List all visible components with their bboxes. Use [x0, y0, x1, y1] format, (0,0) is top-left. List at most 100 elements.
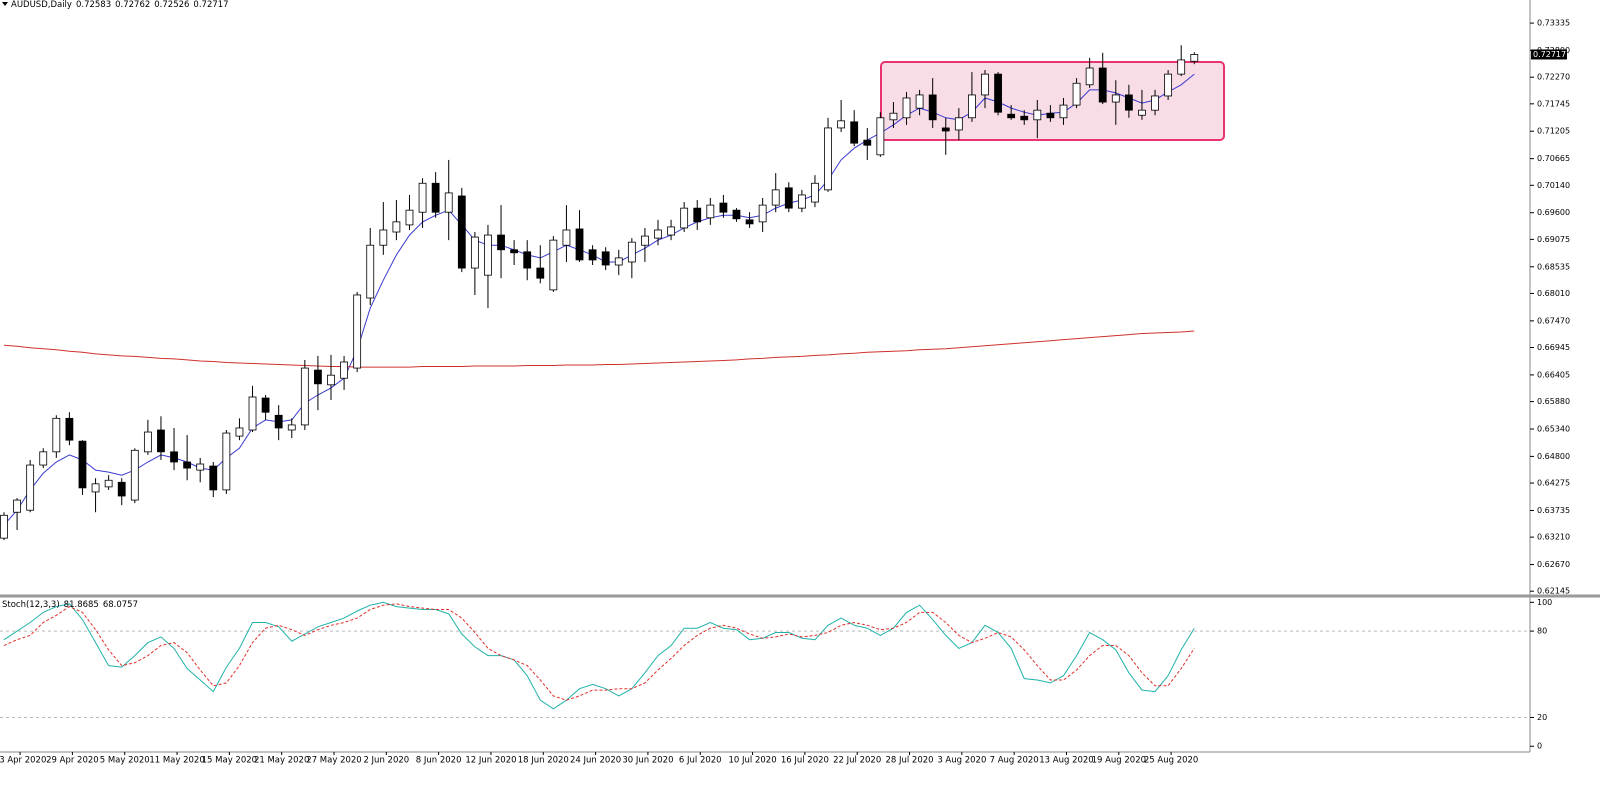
candle-body: [418, 182, 427, 213]
candle-body: [510, 249, 519, 254]
candle-body: [470, 236, 479, 269]
x-tick-label: 28 Jul 2020: [885, 756, 933, 766]
y-tick-label: 0.70665: [1537, 154, 1570, 163]
candle-body: [1124, 94, 1133, 111]
candle-body: [641, 235, 649, 246]
candle-body: [457, 195, 466, 269]
current-price-label: 0.72717: [1533, 50, 1566, 59]
candle-body: [954, 117, 963, 131]
candle-body: [732, 209, 741, 220]
candle-body: [1020, 115, 1029, 121]
x-tick-label: 3 Aug 2020: [937, 756, 986, 766]
y-tick-label: 0.66945: [1537, 343, 1570, 352]
x-tick-label: 30 Jun 2020: [622, 756, 673, 766]
x-tick-label: 16 Jul 2020: [781, 756, 829, 766]
header-open: 0.72583: [76, 0, 111, 10]
candle-body: [1111, 94, 1120, 103]
candle-body: [575, 228, 584, 261]
candle-body: [340, 361, 348, 379]
y-tick-label: 0.64800: [1537, 452, 1570, 461]
candle-body: [1151, 95, 1159, 111]
x-tick-label: 11 May 2020: [149, 756, 204, 766]
x-tick-label: 21 May 2020: [254, 756, 309, 766]
candle-body: [392, 221, 401, 233]
x-tick-label: 7 Aug 2020: [990, 756, 1039, 766]
candle-body: [889, 112, 898, 121]
candle-body: [811, 182, 819, 203]
y-tick-label: 0: [1537, 742, 1542, 751]
y-tick-label: 0.69600: [1537, 208, 1570, 217]
y-tick-label: 0.68010: [1537, 289, 1570, 298]
x-tick-label: 12 Jun 2020: [465, 756, 516, 766]
candle-body: [405, 209, 414, 226]
candle-body: [928, 94, 937, 121]
candle-body: [366, 244, 375, 299]
candle-body: [902, 97, 911, 119]
candle-body: [850, 121, 859, 144]
candle-body: [65, 417, 74, 441]
header-high: 0.72762: [115, 0, 150, 10]
candle-body: [1098, 67, 1107, 103]
candle-body: [52, 417, 61, 453]
y-tick-label: 0.62145: [1537, 587, 1570, 596]
stoch-line: [3, 601, 1195, 710]
candle-body: [1138, 109, 1146, 116]
candle-body: [353, 294, 362, 369]
candle-body: [26, 464, 35, 511]
candle-body: [562, 229, 571, 246]
y-tick-label: 0.68535: [1537, 262, 1570, 271]
candle-body: [287, 424, 296, 431]
y-tick-label: 20: [1537, 713, 1547, 722]
candle-body: [183, 461, 192, 469]
candle-body: [327, 374, 335, 386]
y-tick-label: 0.66405: [1537, 370, 1570, 379]
current-price-box: [1531, 49, 1567, 60]
header-low: 0.72526: [154, 0, 189, 10]
candle-body: [91, 483, 100, 493]
candle-body: [157, 429, 165, 453]
y-tick-label: 0.72270: [1537, 73, 1570, 82]
x-tick-label: 13 Aug 2020: [1039, 756, 1093, 766]
candle-body: [431, 182, 440, 213]
candle-body: [1033, 109, 1042, 121]
x-tick-label: 25 Aug 2020: [1144, 756, 1198, 766]
x-tick-label: 5 May 2020: [100, 756, 150, 766]
candle-body: [1085, 67, 1094, 86]
candle-body: [1072, 82, 1081, 106]
candle-body: [484, 234, 492, 276]
candle-body: [719, 202, 728, 213]
candle-body: [941, 127, 950, 132]
y-tick-label: 0.73335: [1537, 19, 1570, 28]
candle-body: [745, 219, 754, 225]
x-tick-label: 19 Aug 2020: [1092, 756, 1146, 766]
y-tick-label: 0.63735: [1537, 506, 1570, 515]
y-tick-label: 80: [1537, 627, 1547, 636]
x-tick-label: 24 Jun 2020: [570, 756, 621, 766]
indicator-value: 68.0757: [103, 600, 138, 610]
indicator-header: Stoch(12,3,3) 81.8685 68.0757: [2, 600, 138, 610]
y-tick-label: 0.64275: [1537, 479, 1570, 488]
x-tick-label: 23 Apr 2020: [0, 756, 46, 766]
header-arrow: [2, 2, 8, 6]
moving-average: [3, 73, 1195, 526]
y-tick-label: 0.71745: [1537, 99, 1570, 108]
candle-body: [706, 204, 715, 219]
candle-body: [824, 127, 832, 191]
x-tick-label: 10 Jul 2020: [729, 756, 777, 766]
candle-body: [771, 189, 780, 206]
candle-body: [104, 479, 113, 488]
candle-body: [261, 397, 270, 413]
x-tick-label: 6 Jul 2020: [679, 756, 722, 766]
candle-body: [0, 514, 8, 539]
candle-body: [667, 226, 675, 236]
header-close: 0.72717: [193, 0, 228, 10]
x-tick-label: 15 May 2020: [202, 756, 257, 766]
candle-body: [222, 432, 231, 491]
x-tick-label: 8 Jun 2020: [416, 756, 462, 766]
candle-body: [994, 73, 1002, 113]
y-tick-label: 0.67470: [1537, 316, 1570, 325]
candle-body: [13, 499, 21, 513]
candle-body: [248, 396, 257, 431]
candle-body: [863, 139, 872, 146]
